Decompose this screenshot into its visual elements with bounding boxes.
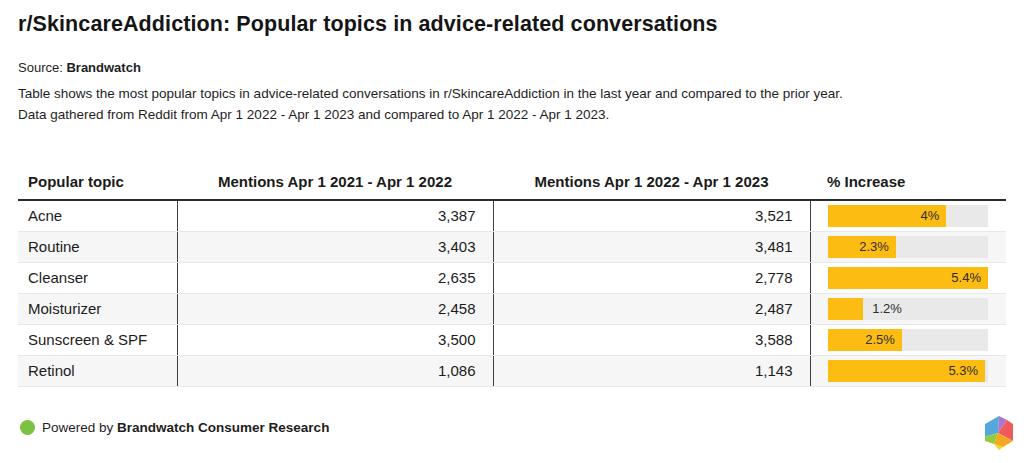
page: r/SkincareAddiction: Popular topics in a… xyxy=(0,0,1024,463)
mentions-prev-cell: 2,458 xyxy=(177,293,493,324)
table-row: Sunscreen & SPF3,5003,588 2.5% xyxy=(18,324,1006,355)
table-header-row: Popular topic Mentions Apr 1 2021 - Apr … xyxy=(18,164,1006,200)
increase-bar-track: 4% xyxy=(828,205,989,227)
powered-by-brand: Brandwatch Consumer Research xyxy=(117,420,329,435)
increase-bar-track: 5.4% xyxy=(828,267,989,289)
mentions-last-cell: 3,481 xyxy=(493,231,810,262)
column-header-mentions-prev: Mentions Apr 1 2021 - Apr 1 2022 xyxy=(177,164,493,200)
increase-bar-fill: 5.3% xyxy=(828,360,986,382)
increase-bar-cell: 4% xyxy=(810,200,1006,231)
table-row: Cleanser2,6352,778 5.4% xyxy=(18,262,1006,293)
increase-bar-cell: 5.3% xyxy=(810,355,1006,386)
mentions-last-cell: 3,588 xyxy=(493,324,810,355)
brandwatch-dot-icon xyxy=(20,420,35,435)
column-header-popular-topic: Popular topic xyxy=(18,164,177,200)
brandwatch-logo-icon xyxy=(981,414,1017,452)
mentions-prev-cell: 3,403 xyxy=(177,231,493,262)
mentions-prev-cell: 3,387 xyxy=(177,200,493,231)
increase-bar-cell: 2.3% xyxy=(810,231,1006,262)
topic-cell: Routine xyxy=(18,231,177,262)
increase-bar-track: 2.5% xyxy=(828,329,989,351)
increase-bar-label: 5.3% xyxy=(948,360,985,382)
table-row: Routine3,4033,481 2.3% xyxy=(18,231,1006,262)
mentions-prev-cell: 2,635 xyxy=(177,262,493,293)
increase-bar-label: 1.2% xyxy=(872,298,902,320)
mentions-last-cell: 2,487 xyxy=(493,293,810,324)
mentions-last-cell: 3,521 xyxy=(493,200,810,231)
topic-cell: Sunscreen & SPF xyxy=(18,324,177,355)
topics-table: Popular topic Mentions Apr 1 2021 - Apr … xyxy=(18,164,1006,387)
source-value: Brandwatch xyxy=(66,60,140,75)
table-row: Retinol1,0861,143 5.3% xyxy=(18,355,1006,386)
source-label: Source: xyxy=(18,60,63,75)
mentions-last-cell: 2,778 xyxy=(493,262,810,293)
source-line: Source: Brandwatch xyxy=(18,60,141,75)
increase-bar-fill xyxy=(828,298,864,320)
table-row: Acne3,3873,521 4% xyxy=(18,200,1006,231)
increase-bar-track: 1.2% xyxy=(828,298,989,320)
description: Table shows the most popular topics in a… xyxy=(18,83,843,125)
increase-bar-track: 2.3% xyxy=(828,236,989,258)
topic-cell: Moisturizer xyxy=(18,293,177,324)
mentions-prev-cell: 1,086 xyxy=(177,355,493,386)
column-header-percent-increase: % Increase xyxy=(810,164,1006,200)
description-line-1: Table shows the most popular topics in a… xyxy=(18,83,843,104)
increase-bar-fill: 4% xyxy=(828,205,947,227)
increase-bar-label: 5.4% xyxy=(951,267,988,289)
increase-bar-cell: 1.2% xyxy=(810,293,1006,324)
page-title: r/SkincareAddiction: Popular topics in a… xyxy=(18,12,718,37)
increase-bar-label: 2.5% xyxy=(865,329,902,351)
powered-by-label: Powered by xyxy=(42,420,113,435)
table-row: Moisturizer2,4582,487 1.2% xyxy=(18,293,1006,324)
mentions-last-cell: 1,143 xyxy=(493,355,810,386)
increase-bar-fill: 2.5% xyxy=(828,329,902,351)
description-line-2: Data gathered from Reddit from Apr 1 202… xyxy=(18,104,843,125)
increase-bar-label: 2.3% xyxy=(859,236,896,258)
topic-cell: Retinol xyxy=(18,355,177,386)
increase-bar-label: 4% xyxy=(921,205,947,227)
increase-bar-cell: 5.4% xyxy=(810,262,1006,293)
increase-bar-cell: 2.5% xyxy=(810,324,1006,355)
topic-cell: Acne xyxy=(18,200,177,231)
footer: Powered by Brandwatch Consumer Research xyxy=(20,420,329,435)
increase-bar-track: 5.3% xyxy=(828,360,989,382)
mentions-prev-cell: 3,500 xyxy=(177,324,493,355)
increase-bar-fill: 2.3% xyxy=(828,236,896,258)
column-header-mentions-last: Mentions Apr 1 2022 - Apr 1 2023 xyxy=(493,164,810,200)
increase-bar-fill: 5.4% xyxy=(828,267,989,289)
topic-cell: Cleanser xyxy=(18,262,177,293)
